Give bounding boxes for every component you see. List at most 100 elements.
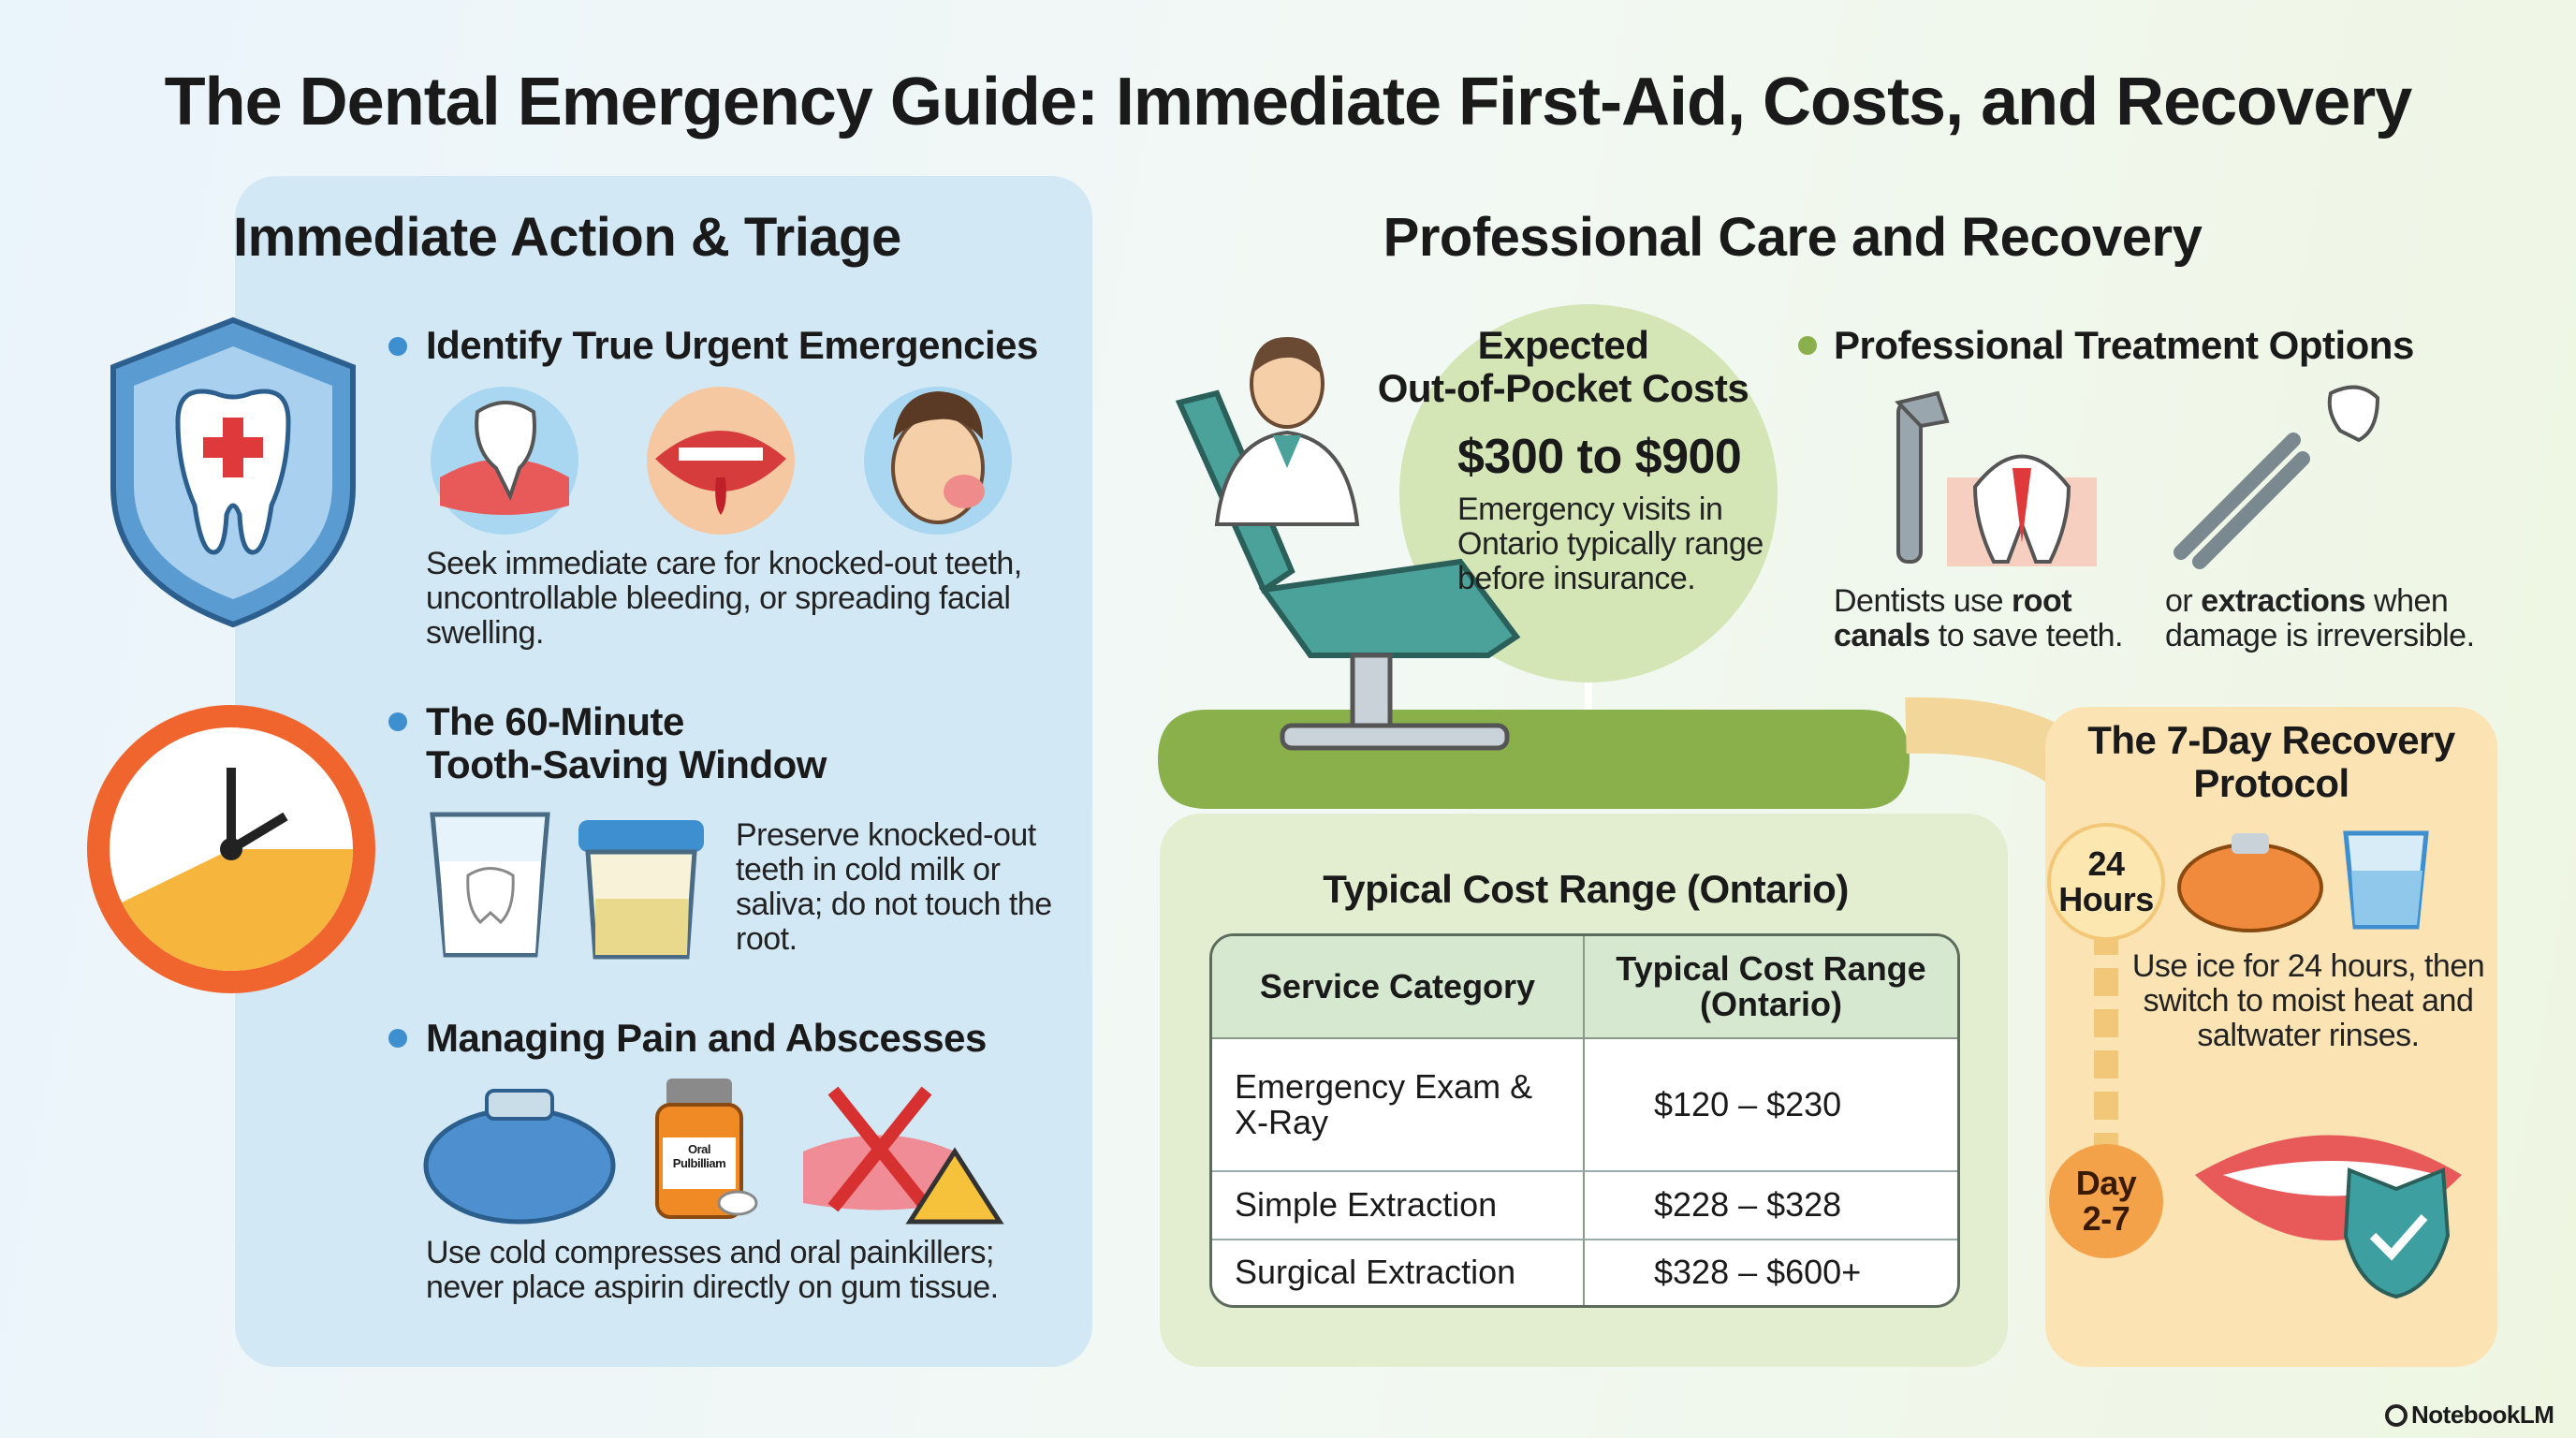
cost-amount: $300 to $900 (1457, 430, 1742, 484)
table-row: Simple Extraction $228 – $328 (1212, 1172, 1957, 1240)
brand: NotebookLM (2411, 1401, 2554, 1429)
heading-line: Managing Pain and Abscesses (426, 1016, 987, 1060)
brand-logo (2385, 1404, 2408, 1427)
clock-icon (87, 705, 375, 993)
table-cell: $120 – $230 (1585, 1039, 1957, 1172)
storage-cups-icon (430, 812, 704, 960)
treatment-icons-part (1895, 390, 1950, 429)
step-badge (2047, 823, 2165, 941)
emergency-icons-part (944, 475, 985, 508)
timeline-bar (1158, 710, 1910, 809)
treatment-item: Dentists use root canals to save teeth. (1834, 584, 2143, 653)
pain-relief-icons-part (485, 1089, 554, 1121)
emergency-icons-part (679, 448, 763, 461)
treatment-icons-part (2192, 451, 2310, 569)
label-line: 24 (2087, 844, 2125, 883)
table-cell: $328 – $600+ (1654, 1253, 1862, 1292)
clock-icon-part (220, 838, 242, 860)
treatment-icons-part (2327, 385, 2380, 443)
table-cell: Surgical Extraction (1212, 1240, 1585, 1305)
text: when damage is irreversible. (2165, 583, 2475, 653)
emergency-icons-part (893, 391, 983, 440)
heading-line: Identify True Urgent Emergencies (426, 323, 1038, 367)
table-head: Service Category Typical Cost Range (Onta… (1212, 936, 1957, 1039)
subsection-body: Preserve knocked-out teeth in cold milk … (736, 817, 1052, 957)
table-body: Emergency Exam & X-Ray $120 – $230 Simple … (1212, 1039, 1957, 1305)
pain-relief-icons (423, 1078, 1004, 1225)
dentist-chair-icon-part (1273, 435, 1301, 468)
table-title: Typical Cost Range (Ontario) (1323, 867, 1849, 911)
section-heading: Immediate Action & Triage (233, 207, 901, 268)
table-cell: Emergency Exam & X-Ray (1212, 1039, 1585, 1172)
label-line: Hours (2058, 880, 2154, 918)
recovery-icons-part (2343, 1167, 2451, 1299)
pain-relief-icons-part (423, 1107, 616, 1225)
bullet (1798, 336, 1817, 355)
dentist-chair-icon-part (1258, 558, 1521, 658)
pain-relief-icons-part (663, 1137, 736, 1189)
section-heading: Professional Care and Recovery (1383, 207, 2203, 268)
dentist-chair-icon-part (1280, 723, 1510, 751)
pain-relief-icons-part (717, 1190, 758, 1216)
label-line: Oral (687, 1142, 711, 1156)
recovery-icons (2177, 830, 2462, 1299)
subsection-body: Seek immediate care for knocked-out teet… (426, 546, 1022, 651)
header-row: Service Category Typical Cost Range (Onta… (1212, 936, 1957, 1039)
bullet (388, 1029, 407, 1048)
table-row: Emergency Exam & X-Ray $120 – $230 (1212, 1039, 1957, 1172)
label-line: Pulbilliam (672, 1156, 726, 1170)
table-cell: Simple Extraction (1212, 1172, 1585, 1240)
step-badge (2049, 1144, 2163, 1258)
step-text: Use ice for 24 hours, then switch to moi… (2131, 948, 2485, 1053)
heading-line: Tooth-Saving Window (426, 742, 827, 786)
bottle-label: Oral Pulbilliam (663, 1142, 736, 1170)
pain-relief-icons-part (827, 1086, 932, 1212)
dentist-chair-icon-part (1251, 337, 1322, 374)
costs-heading: Expected Out-of-Pocket Costs (1348, 324, 1778, 410)
heading-line: The 60-Minute (426, 699, 684, 743)
dentist-chair-icon-part (1214, 430, 1360, 526)
step-label: Day 2-7 (2049, 1166, 2163, 1237)
subsection-heading: Identify True Urgent Emergencies (426, 324, 1038, 367)
dentist-chair-icon (1175, 337, 1521, 751)
emergency-icons (431, 387, 1012, 535)
shield-icon (110, 316, 356, 628)
subsection-body: Use cold compresses and oral painkillers… (426, 1235, 999, 1305)
bullet (388, 337, 407, 356)
recovery-icons-part (2351, 871, 2422, 925)
heading-line: Expected (1477, 323, 1649, 367)
heading-line: Protocol (2193, 761, 2349, 805)
treatment-icons (1895, 385, 2380, 569)
step-label: 24 Hours (2049, 846, 2163, 917)
text: to save teeth. (1929, 618, 2124, 653)
treatment-heading: Professional Treatment Options (1834, 323, 2414, 367)
column-header: Service Category (1212, 936, 1585, 1039)
cost-bubble (1399, 304, 1778, 682)
bullet (388, 712, 407, 731)
treatment-icons-part (2012, 468, 2031, 543)
dentist-chair-icon-part (1350, 653, 1393, 733)
emphasis: root canals (1834, 583, 2072, 653)
recovery-icons-part (2232, 833, 2269, 854)
emergency-icons-part (475, 401, 536, 502)
label-line: 2-7 (2082, 1199, 2130, 1238)
subsection-heading: Managing Pain and Abscesses (426, 1017, 987, 1060)
recovery-icons-part (2177, 843, 2323, 932)
label-line: Day (2075, 1164, 2137, 1202)
shield-icon-part (203, 437, 263, 458)
storage-cups-icon-part (466, 867, 515, 925)
emergency-icons-part (655, 431, 786, 492)
recovery-icons-part (2369, 1214, 2428, 1261)
emphasis: extractions (2201, 583, 2366, 619)
table-cell: $228 – $328 (1585, 1172, 1957, 1240)
page-title: The Dental Emergency Guide: Immediate Fi… (164, 65, 2413, 139)
storage-cups-icon-part (578, 820, 704, 852)
pain-relief-icons-part (905, 1147, 1004, 1225)
recovery-title: The 7-Day Recovery Protocol (2045, 719, 2497, 805)
table-row: Surgical Extraction $328 – $600+ (1212, 1240, 1957, 1305)
treatment-icons-part (2174, 433, 2301, 560)
clock-icon-part (122, 849, 231, 972)
text: Dentists use (1834, 583, 2012, 619)
cost-note: Emergency visits in Ontario typically ra… (1457, 492, 1764, 596)
